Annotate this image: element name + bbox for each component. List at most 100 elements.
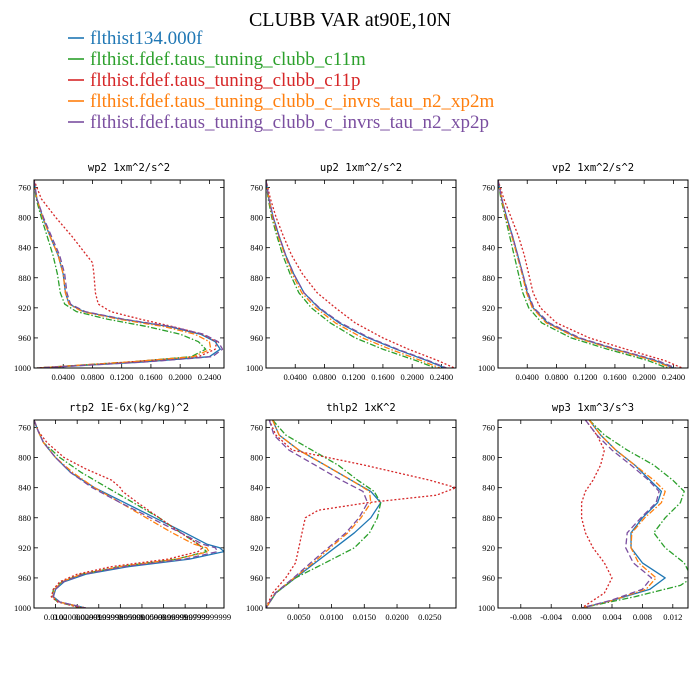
plot-frame	[33, 419, 225, 609]
legend-item: flthist.fdef.taus_tuning_clubb_c_invrs_t…	[68, 112, 489, 133]
panel-title: wp3 1xm^3/s^3	[552, 402, 634, 414]
panel-title: thlp2 1xK^2	[326, 402, 396, 414]
x-tick-label: 0.0050	[287, 612, 310, 622]
series-line	[581, 420, 666, 608]
x-tick-label: 0.0400	[52, 372, 75, 382]
y-tick-label: 880	[482, 273, 495, 283]
legend-item: flthist.fdef.taus_tuning_clubb_c11p	[68, 70, 361, 91]
y-tick-label: 840	[250, 243, 263, 253]
y-tick-label: 1000	[14, 363, 31, 373]
series-line	[266, 180, 436, 368]
panel-title: up2 1xm^2/s^2	[320, 162, 402, 174]
x-tick-label: 0.2000	[632, 372, 655, 382]
chart-panel: wp2 1xm^2/s^2 760 800 840 880 920 960 1000 0.040…	[14, 162, 225, 382]
series-line	[266, 180, 446, 368]
series-line	[34, 420, 219, 608]
plot-frame	[33, 179, 225, 369]
panel-title: vp2 1xm^2/s^2	[552, 162, 634, 174]
x-tick-label: 0.0400	[516, 372, 539, 382]
series-group	[34, 180, 224, 368]
series-line	[498, 180, 676, 368]
x-tick-label: 0.2400	[430, 372, 453, 382]
series-line	[34, 420, 208, 608]
x-tick-label: 0.0800	[313, 372, 336, 382]
y-tick-label: 800	[482, 453, 495, 463]
y-tick-label: 960	[250, 573, 263, 583]
x-tick-label: -0.004	[540, 612, 563, 622]
x-tick-label: -0.008	[510, 612, 532, 622]
series-group	[34, 420, 224, 608]
series-group	[266, 420, 456, 608]
chart-panel: up2 1xm^2/s^2 760 800 840 880 920 960 1000 0.040…	[246, 162, 457, 382]
y-tick-label: 920	[482, 303, 495, 313]
series-line	[34, 180, 212, 368]
chart-panel: rtp2 1E-6x(kg/kg)^2 760 800 840 880 920 960 100…	[14, 402, 231, 622]
y-tick-label: 1000	[246, 363, 263, 373]
plot-frame	[265, 179, 457, 369]
series-line	[266, 420, 382, 608]
y-tick-label: 800	[250, 213, 263, 223]
x-tick-label: 0.0699999999	[161, 612, 210, 622]
y-tick-label: 920	[250, 303, 263, 313]
chart-panel: thlp2 1xK^2 760 800 840 880 920 960 1000 0.0050 0…	[246, 402, 457, 622]
y-tick-label: 960	[18, 333, 31, 343]
chart-panel: vp2 1xm^2/s^2 760 800 840 880 920 960 1000 0.040…	[478, 162, 689, 382]
x-tick-label: 0.0799999999	[182, 612, 231, 622]
x-tick-label: 0.2000	[168, 372, 191, 382]
x-tick-label: 0.0250	[418, 612, 441, 622]
series-line	[266, 180, 441, 368]
series-line	[34, 180, 207, 368]
series-line	[580, 420, 613, 608]
plot-frame	[497, 179, 689, 369]
x-tick-label: 0.1200	[574, 372, 597, 382]
y-tick-label: 1000	[478, 363, 495, 373]
y-tick-label: 760	[482, 183, 495, 193]
x-tick-label: 0.004	[602, 612, 622, 622]
x-tick-label: 0.0599999999	[139, 612, 188, 622]
y-tick-label: 920	[18, 543, 31, 553]
chart-panel: wp3 1xm^3/s^3 760 800 840 880 920 960 1000 -0.00…	[478, 402, 689, 622]
y-tick-label: 960	[250, 333, 263, 343]
y-tick-label: 760	[250, 423, 263, 433]
plot-frame	[265, 419, 457, 609]
y-tick-label: 840	[18, 483, 31, 493]
y-tick-label: 880	[250, 513, 263, 523]
legend-item: flthist.fdef.taus_tuning_clubb_c_invrs_t…	[68, 91, 494, 112]
y-tick-label: 880	[482, 513, 495, 523]
series-line	[266, 420, 372, 608]
y-tick-label: 760	[482, 423, 495, 433]
y-tick-label: 920	[18, 303, 31, 313]
y-tick-label: 760	[18, 423, 31, 433]
x-tick-label: 0.0100	[320, 612, 343, 622]
x-tick-label: 0.0150	[353, 612, 376, 622]
x-tick-label: 0.2400	[198, 372, 221, 382]
y-tick-label: 840	[482, 483, 495, 493]
legend-label: flthist.fdef.taus_tuning_clubb_c11p	[90, 70, 361, 91]
x-tick-label: 0.0299999998	[74, 612, 123, 622]
series-line	[581, 420, 666, 608]
series-line	[34, 420, 210, 608]
legend-label: flthist.fdef.taus_tuning_clubb_c_invrs_t…	[90, 112, 489, 133]
x-tick-label: 0.1600	[371, 372, 394, 382]
x-tick-label: 0.0800	[545, 372, 568, 382]
series-group	[498, 180, 683, 368]
y-tick-label: 1000	[478, 603, 495, 613]
y-tick-label: 800	[250, 453, 263, 463]
series-line	[498, 180, 668, 368]
x-tick-label: 0.0100	[44, 612, 67, 622]
x-tick-label: 0.1200	[110, 372, 133, 382]
y-tick-label: 760	[18, 183, 31, 193]
x-tick-label: 0.012	[663, 612, 682, 622]
series-group	[580, 420, 688, 608]
series-line	[34, 420, 224, 608]
legend-label: flthist134.000f	[90, 28, 203, 49]
x-tick-label: 0.2400	[662, 372, 685, 382]
x-tick-label: 0.0399999999	[96, 612, 145, 622]
y-tick-label: 1000	[14, 603, 31, 613]
y-tick-label: 800	[18, 213, 31, 223]
legend: flthist134.000f flthist.fdef.taus_tuning_…	[68, 28, 494, 133]
figure-title: CLUBB VAR at90E,10N	[249, 9, 451, 31]
y-tick-label: 840	[482, 243, 495, 253]
y-tick-label: 800	[18, 453, 31, 463]
